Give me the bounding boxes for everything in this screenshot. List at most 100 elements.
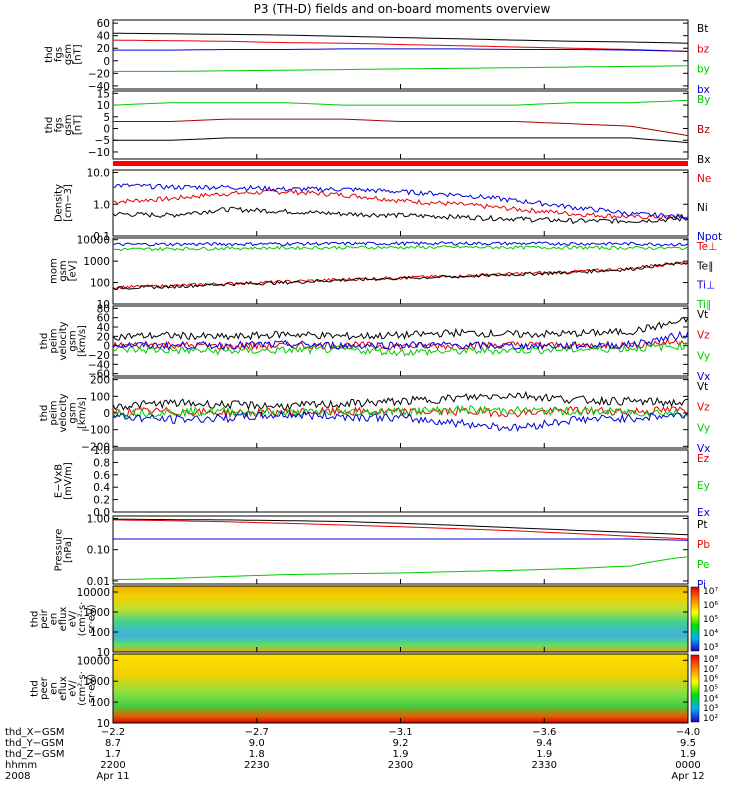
y-tick-label: 0.4 [93,482,110,494]
y-axis-label: Pressure [53,529,64,572]
y-axis-label: [nT] [72,44,83,64]
legend-peim_v1-1: Vz [697,330,710,342]
y-tick-label: 10 [97,718,110,730]
x-tick-label: 2300 [388,760,413,771]
y-tick-label: 0.6 [93,470,110,482]
x-row-label: thd_X−GSM [5,727,65,738]
legend-fgs-1: bz [697,43,710,55]
panel-frame [112,515,689,585]
series-temp-1 [112,261,689,291]
panel-pressure: 1.00 0.10 0.01 Pressure[nPa] Pt Pb Pe Pi [53,513,710,591]
x-tick-label: 1.9 [393,749,409,760]
colorbar-label: 10⁶ [703,601,718,611]
y-tick-label: 0.01 [87,576,110,588]
series-fgs-0 [112,32,689,44]
y-tick-label: 20 [97,43,110,55]
legend-fgs_dsl-0: By [697,94,710,106]
y-tick-label: 10 [97,100,110,112]
y-axis-label: gsm [63,44,74,65]
y-axis-label: [nPa] [63,537,74,563]
y-tick-label: 0.8 [93,457,110,469]
colorbar-label: 10⁴ [703,694,718,704]
y-axis-label: thd [30,611,41,628]
y-axis-label: eV/ [68,610,79,627]
y-axis-label: [mV/m] [63,462,74,500]
x-tick-label: 9.0 [249,738,265,749]
series-fgs_dsl-1 [113,118,689,137]
series-peim_v1-2 [112,340,689,357]
x-tick-label: 9.2 [393,738,409,749]
x-row-label: thd_Y−GSM [5,738,64,749]
x-tick-label: 2230 [244,760,269,771]
y-axis-label: thd [44,46,55,63]
y-axis-label: fgs [53,47,64,62]
y-tick-label: 10000 [77,655,110,667]
legend-peim_v1-3: Vx [697,371,710,383]
legend-density-0: Ne [697,173,711,185]
x-tick-label: 0000 [675,760,700,771]
series-temp-2 [112,241,689,247]
colorbar-label: 10³ [703,704,718,714]
legend-density-2: Npot [697,231,722,243]
x-tick-label: 9.4 [536,738,552,749]
x-tick-label: −3.6 [532,727,556,738]
series-temp-3 [112,245,689,252]
x-tick-label: 1.9 [680,749,696,760]
y-tick-label: 100 [90,697,110,709]
chart-title: P3 (TH-D) fields and on-board moments ov… [254,2,551,16]
y-tick-label: −10 [88,147,110,159]
y-axis-label: en [49,682,60,695]
y-tick-label: 10.0 [87,168,110,180]
y-axis-label: gsm [68,330,79,351]
colorbar-label: 10⁵ [703,615,718,625]
y-axis-label: en [49,613,60,626]
colorbar-label: 10² [703,714,718,724]
x-tick-label: −2.7 [245,727,269,738]
x-tick-label: −3.1 [388,727,412,738]
legend-temp-1: Te∥ [696,260,713,272]
y-axis-label: E−VxB [53,464,64,498]
series-peim_v1-1 [112,337,689,351]
series-pressure-3 [113,538,689,541]
series-peim_v2-0 [112,390,688,412]
series-fgs-3 [113,48,689,52]
y-tick-label: 10 [97,299,110,311]
heatmap-peir [113,586,688,652]
x-axis-labels: thd_X−GSMthd_Y−GSMthd_Z−GSMhhmm2008−2.28… [5,84,705,782]
panel-frame [112,449,689,513]
legend-exb-0: Ez [697,453,710,465]
y-tick-label: 60 [97,313,110,325]
y-tick-label: 10 [97,647,110,659]
colorbar-label: 10³ [703,643,718,653]
legend-peim_v2-2: Vy [697,422,710,434]
legend-pressure-0: Pt [697,519,707,531]
y-axis-label: (cm²·s· [77,671,88,706]
y-tick-label: 1000 [83,676,110,688]
heatmap-peer [113,654,688,723]
panels-group: 6040200−20−40thdfgsgsm[nT]Btbzbybx151050… [30,18,723,730]
y-tick-label: 10000 [77,235,110,247]
y-axis-label: [km/s] [77,325,88,357]
y-tick-label: 100 [90,627,110,639]
panel-frame [112,305,689,377]
y-axis-label: peim [49,328,60,353]
y-tick-label: 0 [103,56,110,68]
y-tick-label: 0 [103,124,110,136]
legend-density-1: Ni [697,202,708,214]
y-axis-label: gsm [68,402,79,423]
y-tick-label: −5 [95,135,110,147]
series-fgs-2 [113,65,689,72]
x-tick-label: 9.5 [680,738,696,749]
series-pressure-2 [112,556,689,581]
y-tick-label: 1000 [83,607,110,619]
legend-pressure-2: Pe [697,559,709,571]
colorbar-label: 10⁴ [703,629,718,639]
colorbar-label: 10⁷ [703,587,718,597]
series-fgs_dsl-0 [112,99,689,106]
